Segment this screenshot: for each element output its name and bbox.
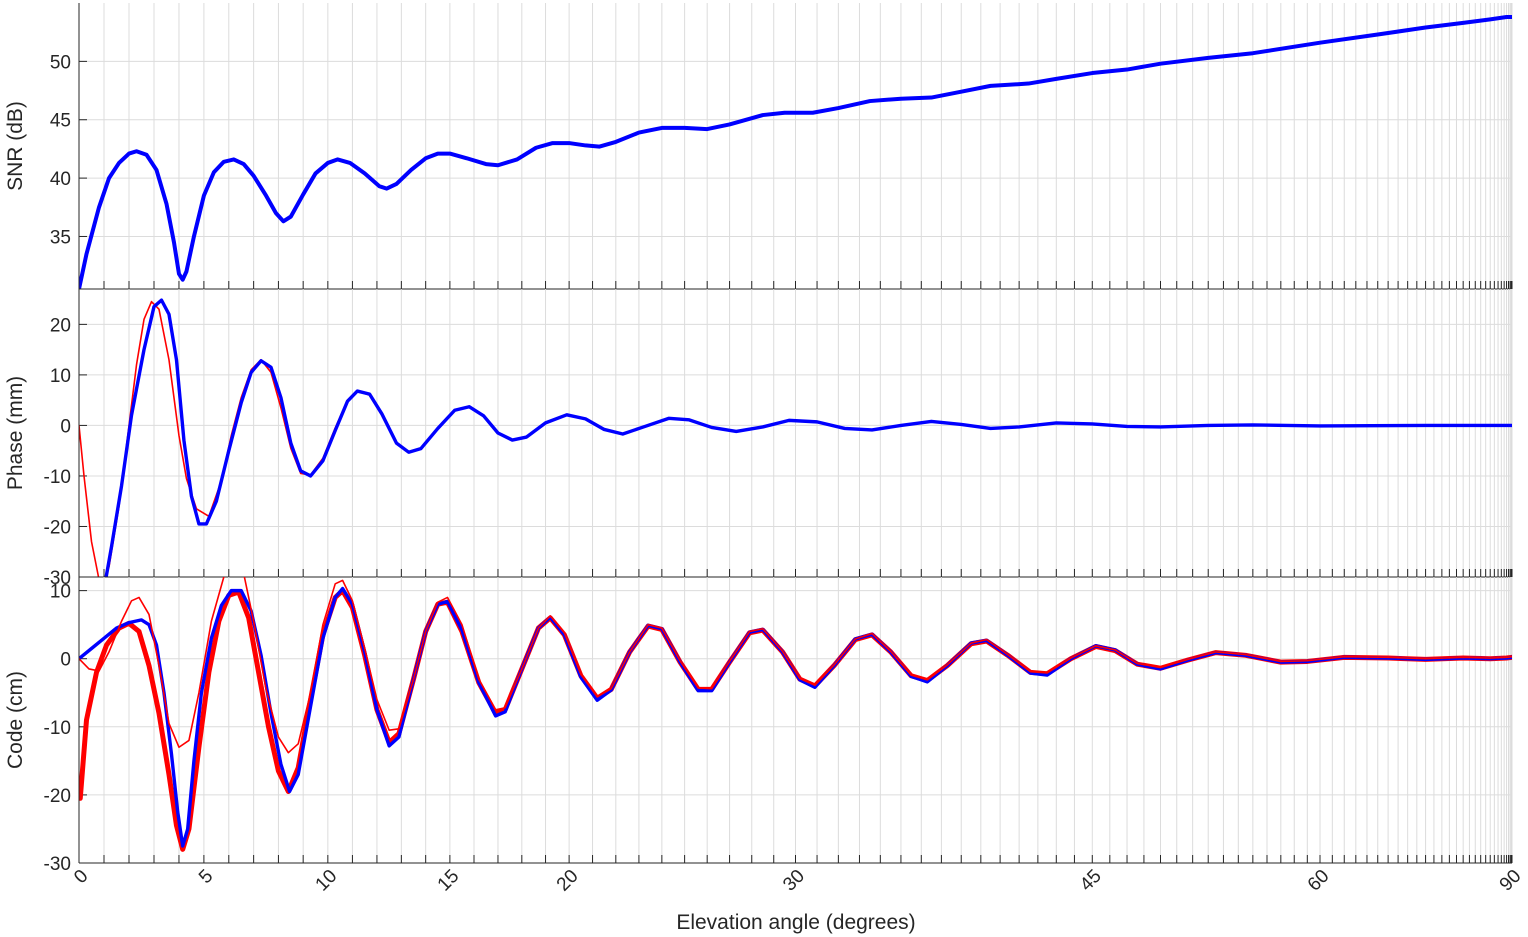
panel-1: 35 40 45 50 SNR (dB) — [4, 3, 1513, 290]
y-axis-label: SNR (dB) — [4, 101, 27, 191]
y-tick-label: -20 — [44, 786, 71, 807]
y-tick-label: 45 — [50, 111, 71, 132]
y-tick-label: -20 — [44, 517, 71, 538]
y-tick-label: 0 — [60, 416, 71, 437]
x-axis-label: Elevation angle (degrees) — [676, 911, 915, 934]
series-line-2 — [104, 298, 1512, 577]
y-tick-label: 10 — [50, 366, 71, 387]
y-tick-label: 20 — [50, 315, 71, 336]
series-line-1 — [79, 15, 1512, 289]
y-tick-label: 50 — [50, 52, 71, 73]
y-axis-label: Code (cm) — [4, 671, 27, 769]
y-axis-label: Phase (mm) — [4, 376, 27, 490]
y-tick-label: -30 — [44, 568, 71, 589]
y-tick-label: -10 — [44, 467, 71, 488]
series-group — [79, 15, 1512, 289]
y-tick-label: -30 — [44, 854, 71, 875]
y-tick-label: 35 — [50, 227, 71, 248]
panel-2: -30 -20 -10 0 10 20 Phase (mm) — [4, 289, 1513, 589]
y-tick-label: 0 — [60, 650, 71, 671]
series-group — [79, 577, 1512, 852]
y-tick-label: 40 — [50, 169, 71, 190]
panels: 35 40 45 50 SNR (dB) -30 -20 -10 0 10 20 Phase (mm)… — [4, 3, 1513, 875]
y-tick-label: 10 — [50, 582, 71, 603]
panel-3: -30 -20 -10 0 10 Code (cm) — [4, 577, 1513, 875]
series-line-3 — [79, 577, 1512, 754]
series-group — [79, 298, 1512, 577]
y-tick-label: -10 — [44, 718, 71, 739]
